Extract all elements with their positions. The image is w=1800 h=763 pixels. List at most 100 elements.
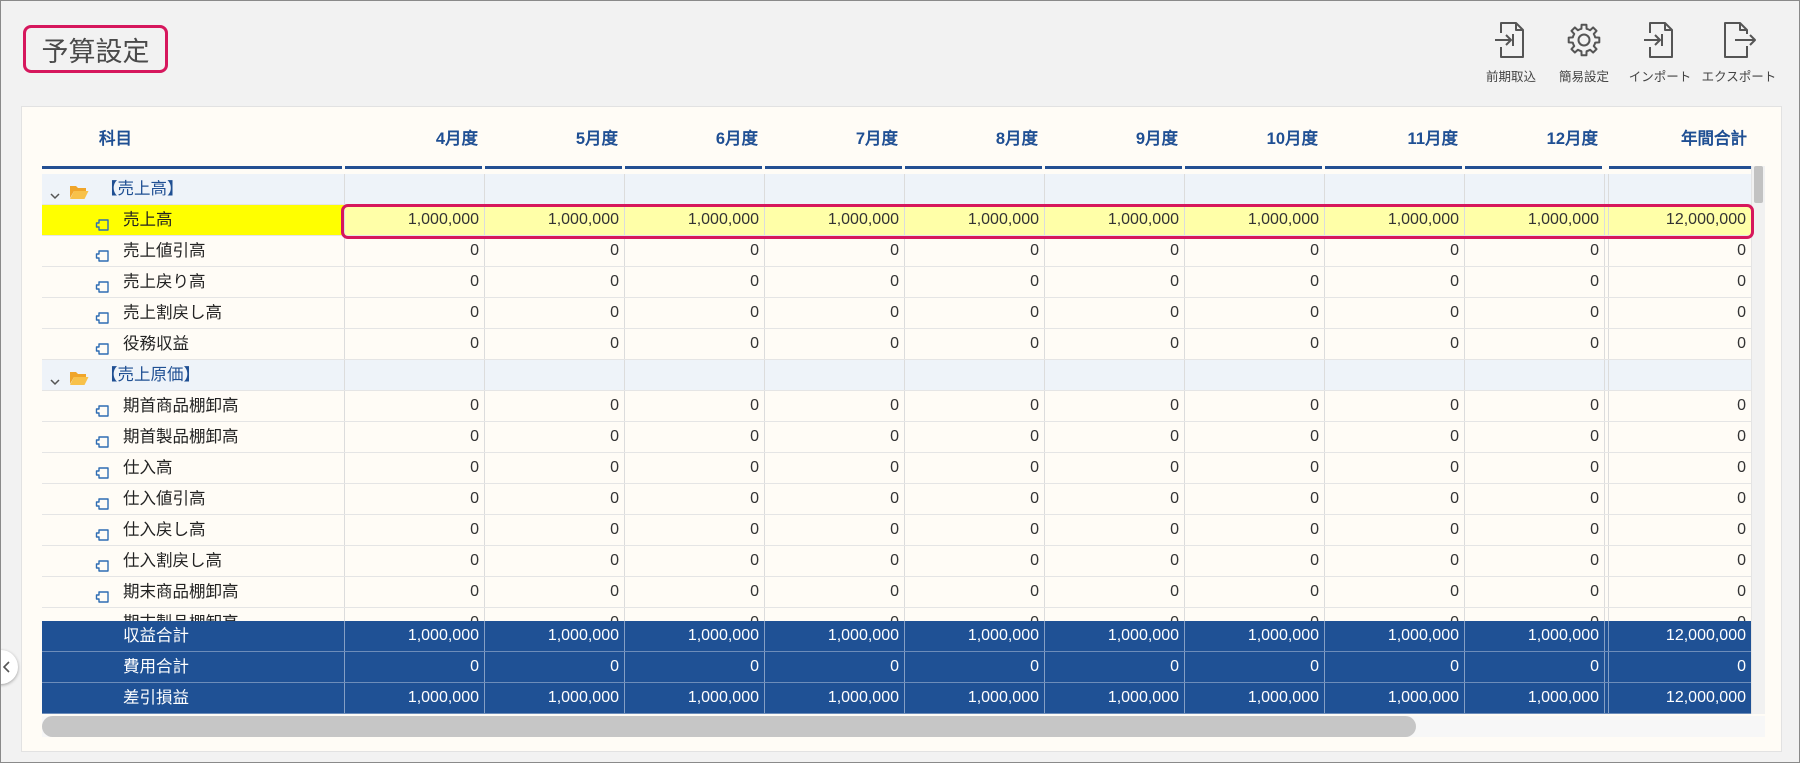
annual-total-cell[interactable]: 0 [1737, 428, 1746, 445]
month-value-cell[interactable]: 0 [345, 577, 485, 607]
month-value-cell[interactable]: 0 [485, 422, 625, 452]
month-value-cell[interactable]: 0 [625, 236, 765, 266]
account-row[interactable]: 仕入高 0 0 0 0 0 0 0 0 0 0 [42, 453, 1751, 484]
account-row[interactable]: 期首製品棚卸高 0 0 0 0 0 0 0 0 0 0 [42, 422, 1751, 453]
month-value-cell[interactable]: 0 [1045, 546, 1185, 576]
month-value-cell[interactable]: 0 [1045, 329, 1185, 359]
month-value-cell[interactable]: 0 [485, 577, 625, 607]
account-row[interactable]: 仕入割戻し高 0 0 0 0 0 0 0 0 0 0 [42, 546, 1751, 577]
month-value-cell[interactable]: 0 [625, 329, 765, 359]
annual-total-cell[interactable]: 0 [1737, 273, 1746, 290]
month-value-cell[interactable]: 0 [905, 515, 1045, 545]
annual-total-cell[interactable]: 0 [1609, 608, 1751, 621]
month-value-cell[interactable]: 1,000,000 [485, 205, 625, 235]
month-value-cell[interactable]: 1,000,000 [1465, 205, 1605, 235]
account-row[interactable]: 期末商品棚卸高 0 0 0 0 0 0 0 0 0 0 [42, 577, 1751, 608]
month-value-cell[interactable]: 0 [1045, 453, 1185, 483]
month-value-cell[interactable]: 0 [765, 453, 905, 483]
month-value-cell[interactable]: 0 [1325, 422, 1465, 452]
account-row[interactable]: 期末製品棚卸高0000000000 [42, 608, 1751, 621]
annual-total-cell[interactable]: 0 [1737, 304, 1746, 321]
month-value-cell[interactable]: 0 [1045, 391, 1185, 421]
month-value-cell[interactable]: 0 [485, 236, 625, 266]
month-value-cell[interactable]: 0 [765, 391, 905, 421]
annual-total-cell[interactable]: 12,000,000 [1609, 205, 1751, 235]
month-value-cell[interactable]: 0 [1325, 608, 1465, 621]
account-cell[interactable]: 期首製品棚卸高 [42, 422, 345, 452]
month-value-cell[interactable]: 0 [1325, 546, 1465, 576]
account-cell[interactable]: 売上高 [42, 205, 345, 235]
month-value-cell[interactable]: 0 [1465, 267, 1605, 297]
month-value-cell[interactable]: 0 [1045, 484, 1185, 514]
group-row[interactable]: 【売上高】 [42, 174, 1751, 205]
month-value-cell[interactable]: 1,000,000 [1185, 205, 1325, 235]
month-value-cell[interactable]: 0 [1325, 298, 1465, 328]
month-value-cell[interactable]: 0 [485, 391, 625, 421]
month-value-cell[interactable]: 0 [1465, 391, 1605, 421]
month-value-cell[interactable]: 0 [905, 236, 1045, 266]
account-cell[interactable]: 仕入高 [42, 453, 345, 483]
account-cell[interactable]: 【売上高】 [42, 174, 345, 204]
month-value-cell[interactable]: 0 [1185, 298, 1325, 328]
month-value-cell[interactable]: 0 [1185, 577, 1325, 607]
annual-total-cell[interactable]: 0 [1737, 242, 1746, 259]
month-value-cell[interactable]: 0 [345, 391, 485, 421]
month-value-cell[interactable]: 0 [1045, 608, 1185, 621]
account-row[interactable]: 期首商品棚卸高 0 0 0 0 0 0 0 0 0 0 [42, 391, 1751, 422]
month-value-cell[interactable]: 0 [625, 422, 765, 452]
month-value-cell[interactable]: 0 [905, 298, 1045, 328]
account-cell[interactable]: 仕入割戻し高 [42, 546, 345, 576]
month-value-cell[interactable]: 0 [625, 546, 765, 576]
account-row[interactable]: 役務収益 0 0 0 0 0 0 0 0 0 0 [42, 329, 1751, 360]
month-value-cell[interactable]: 0 [1185, 267, 1325, 297]
horizontal-scrollbar-thumb[interactable] [42, 716, 1416, 737]
month-value-cell[interactable]: 0 [485, 546, 625, 576]
month-value-cell[interactable]: 0 [485, 515, 625, 545]
month-value-cell[interactable]: 0 [625, 515, 765, 545]
account-row[interactable]: 売上割戻し高 0 0 0 0 0 0 0 0 0 0 [42, 298, 1751, 329]
account-cell[interactable]: 期末商品棚卸高 [42, 577, 345, 607]
month-value-cell[interactable]: 0 [485, 329, 625, 359]
month-value-cell[interactable]: 0 [1465, 453, 1605, 483]
month-value-cell[interactable]: 0 [345, 484, 485, 514]
account-cell[interactable]: 役務収益 [42, 329, 345, 359]
sidebar-toggle[interactable] [0, 650, 18, 684]
month-value-cell[interactable]: 0 [625, 484, 765, 514]
month-value-cell[interactable]: 0 [905, 329, 1045, 359]
month-value-cell[interactable]: 0 [765, 422, 905, 452]
annual-total-cell[interactable]: 0 [1737, 552, 1746, 569]
month-value-cell[interactable]: 0 [1185, 484, 1325, 514]
annual-total-cell[interactable]: 0 [1737, 459, 1746, 476]
month-value-cell[interactable]: 0 [345, 298, 485, 328]
month-value-cell[interactable]: 0 [1325, 236, 1465, 266]
annual-total-cell[interactable]: 0 [1737, 490, 1746, 507]
account-cell[interactable]: 売上戻り高 [42, 267, 345, 297]
month-value-cell[interactable]: 0 [345, 329, 485, 359]
month-value-cell[interactable]: 0 [765, 329, 905, 359]
month-value-cell[interactable]: 0 [1465, 422, 1605, 452]
month-value-cell[interactable]: 0 [625, 608, 765, 621]
month-value-cell[interactable]: 0 [1185, 608, 1325, 621]
simple-settings-button[interactable]: 簡易設定 [1542, 20, 1626, 86]
month-value-cell[interactable]: 0 [485, 453, 625, 483]
month-value-cell[interactable]: 0 [1185, 515, 1325, 545]
month-value-cell[interactable]: 0 [345, 515, 485, 545]
account-cell[interactable]: 仕入戻し高 [42, 515, 345, 545]
month-value-cell[interactable]: 0 [625, 577, 765, 607]
month-value-cell[interactable]: 1,000,000 [765, 205, 905, 235]
month-value-cell[interactable]: 0 [765, 515, 905, 545]
month-value-cell[interactable]: 0 [1325, 484, 1465, 514]
account-row[interactable]: 売上戻り高 0 0 0 0 0 0 0 0 0 0 [42, 267, 1751, 298]
month-value-cell[interactable]: 1,000,000 [1045, 205, 1185, 235]
account-cell[interactable]: 売上値引高 [42, 236, 345, 266]
month-value-cell[interactable]: 0 [1045, 515, 1185, 545]
account-cell[interactable]: 売上割戻し高 [42, 298, 345, 328]
month-value-cell[interactable]: 0 [905, 577, 1045, 607]
month-value-cell[interactable]: 1,000,000 [1325, 205, 1465, 235]
month-value-cell[interactable]: 0 [765, 546, 905, 576]
month-value-cell[interactable]: 0 [625, 391, 765, 421]
month-value-cell[interactable]: 0 [625, 453, 765, 483]
month-value-cell[interactable]: 0 [1325, 329, 1465, 359]
month-value-cell[interactable]: 0 [345, 422, 485, 452]
month-value-cell[interactable]: 0 [1185, 453, 1325, 483]
